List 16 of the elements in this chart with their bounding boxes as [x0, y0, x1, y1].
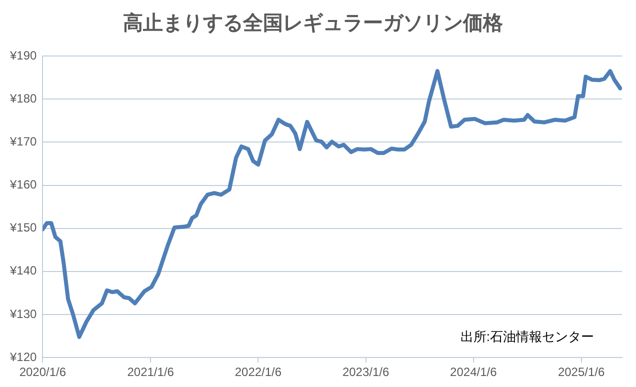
x-tick-label: 2023/1/6 — [342, 365, 390, 380]
x-tick-label: 2022/1/6 — [234, 365, 282, 380]
y-tick-label: ¥140 — [8, 264, 38, 278]
y-tick-label: ¥180 — [8, 91, 38, 106]
y-tick-label: ¥120 — [8, 350, 38, 364]
y-tick-label: ¥160 — [8, 178, 38, 192]
x-tick-label: 2024/1/6 — [450, 365, 498, 380]
chart-title: 高止まりする全国レギュラーガソリン価格 — [123, 12, 504, 35]
y-tick-label: ¥150 — [8, 220, 38, 235]
x-tick-label: 2020/1/6 — [19, 365, 66, 380]
x-tick-label: 2025/1/6 — [558, 365, 605, 380]
x-tick-label: 2021/1/6 — [127, 365, 174, 380]
y-tick-label: ¥130 — [8, 306, 38, 321]
y-tick-label: ¥190 — [8, 48, 38, 62]
annotation: 出所:石油情報センター — [460, 329, 594, 344]
y-tick-label: ¥170 — [8, 134, 38, 148]
